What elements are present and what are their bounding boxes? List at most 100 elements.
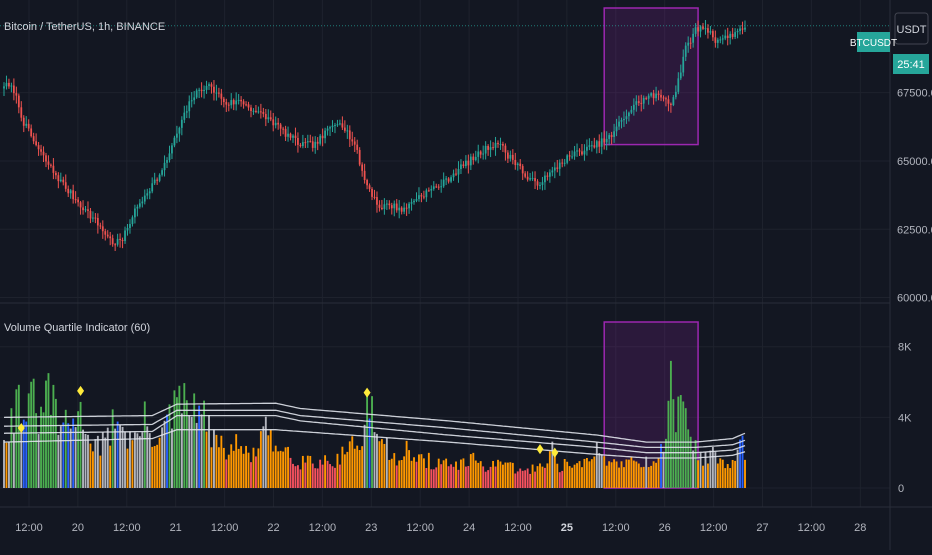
volume-bar-265: [657, 458, 660, 488]
candle-196: [487, 145, 490, 150]
volume-bar-1: [5, 442, 8, 488]
candle-105: [262, 111, 265, 114]
volume-bar-2: [8, 441, 10, 488]
candle-85: [213, 86, 215, 93]
volume-bar-27: [69, 428, 72, 488]
candle-60: [151, 183, 154, 192]
signal-diamond-0: [17, 422, 25, 433]
volume-pane[interactable]: [3, 321, 746, 489]
volume-bar-81: [203, 400, 206, 488]
candle-238: [590, 145, 593, 147]
volume-bar-234: [581, 467, 583, 488]
volume-bar-5: [15, 389, 18, 488]
candle-64: [161, 170, 163, 175]
volume-bar-227: [563, 459, 566, 488]
candle-161: [400, 207, 403, 212]
volume-bar-4: [12, 433, 15, 488]
candle-98: [245, 104, 247, 106]
indicator-title[interactable]: Volume Quartile Indicator (60): [4, 322, 150, 334]
time-tick-5: 22: [267, 522, 279, 534]
candle-61: [153, 179, 156, 184]
candle-281: [697, 27, 699, 32]
volume-bar-80: [200, 414, 203, 488]
candle-95: [237, 99, 240, 101]
volume-bar-117: [292, 463, 294, 488]
candle-206: [511, 154, 514, 160]
candle-277: [687, 42, 690, 46]
volume-axis-ticks[interactable]: 8K 4K 0: [898, 342, 912, 495]
volume-bar-226: [561, 470, 564, 488]
volume-bar-212: [526, 468, 529, 488]
volume-bar-90: [225, 459, 228, 488]
volume-bar-22: [57, 434, 60, 488]
candle-133: [331, 125, 334, 128]
candle-115: [287, 133, 289, 137]
volume-tick-1: 4K: [898, 412, 912, 424]
volume-bar-126: [314, 468, 317, 488]
candle-53: [134, 208, 136, 218]
volume-bar-59: [148, 433, 151, 488]
candle-103: [257, 111, 260, 113]
currency-button-frame[interactable]: [894, 12, 929, 45]
volume-bar-113: [282, 451, 285, 488]
volume-bar-152: [378, 441, 381, 488]
time-axis-ticks[interactable]: 12:00 20 12:00 21 12:00 22 12:00 23 12:00 24 12:00…: [15, 522, 866, 534]
candle-126: [314, 141, 317, 148]
volume-bar-244: [605, 465, 608, 488]
candle-191: [474, 156, 477, 161]
volume-bar-219: [543, 467, 546, 488]
quartile-lines: [3, 402, 746, 459]
volume-tick-0: 8K: [898, 342, 912, 354]
volume-bar-82: [205, 431, 208, 488]
currency-button[interactable]: USDT: [894, 12, 929, 45]
volume-bar-201: [499, 461, 502, 488]
candle-266: [660, 94, 662, 98]
volume-bar-48: [121, 426, 124, 488]
volume-bar-151: [376, 433, 378, 488]
candle-2: [8, 82, 10, 87]
volume-bar-21: [54, 398, 57, 488]
candle-237: [588, 145, 591, 147]
candle-171: [425, 190, 428, 198]
candle-271: [672, 97, 675, 105]
price-badge: BTCUSDT 25:41: [850, 32, 929, 74]
volume-bar-238: [590, 459, 593, 488]
candle-21: [54, 172, 57, 176]
volume-bar-127: [316, 468, 319, 488]
candle-122: [304, 142, 307, 144]
candle-31: [79, 202, 82, 208]
volume-bar-291: [721, 459, 724, 488]
volume-bar-73: [183, 383, 186, 488]
candle-286: [709, 31, 712, 33]
candle-224: [556, 167, 559, 169]
candle-258: [640, 102, 643, 104]
volume-bar-71: [178, 385, 181, 488]
time-tick-10: 12:00: [504, 522, 532, 534]
time-tick-12: 12:00: [602, 522, 630, 534]
volume-bar-232: [576, 463, 578, 488]
volume-bar-297: [736, 449, 739, 488]
candle-228: [566, 155, 569, 163]
volume-bar-15: [40, 406, 42, 488]
volume-bar-241: [598, 453, 601, 488]
volume-bar-248: [615, 461, 618, 488]
volume-bar-24: [62, 422, 65, 488]
candle-166: [413, 200, 415, 203]
volume-bar-288: [714, 452, 717, 488]
volume-bar-298: [739, 439, 741, 488]
price-axis-ticks[interactable]: 67500.00 65000.00 62500.00 60000.00: [897, 88, 932, 305]
signal-diamonds: [17, 385, 559, 458]
volume-bar-149: [371, 396, 373, 488]
price-pane[interactable]: [0, 7, 890, 251]
volume-bar-209: [519, 468, 522, 488]
volume-bar-114: [284, 447, 287, 488]
volume-bar-295: [731, 459, 734, 488]
volume-bar-214: [531, 464, 534, 488]
price-tick-0: 67500.00: [897, 88, 932, 100]
candle-17: [45, 155, 47, 162]
volume-bar-67: [168, 404, 171, 488]
candle-40: [101, 226, 104, 232]
candle-234: [581, 151, 583, 155]
symbol-title[interactable]: Bitcoin / TetherUS, 1h, BINANCE: [4, 21, 165, 33]
